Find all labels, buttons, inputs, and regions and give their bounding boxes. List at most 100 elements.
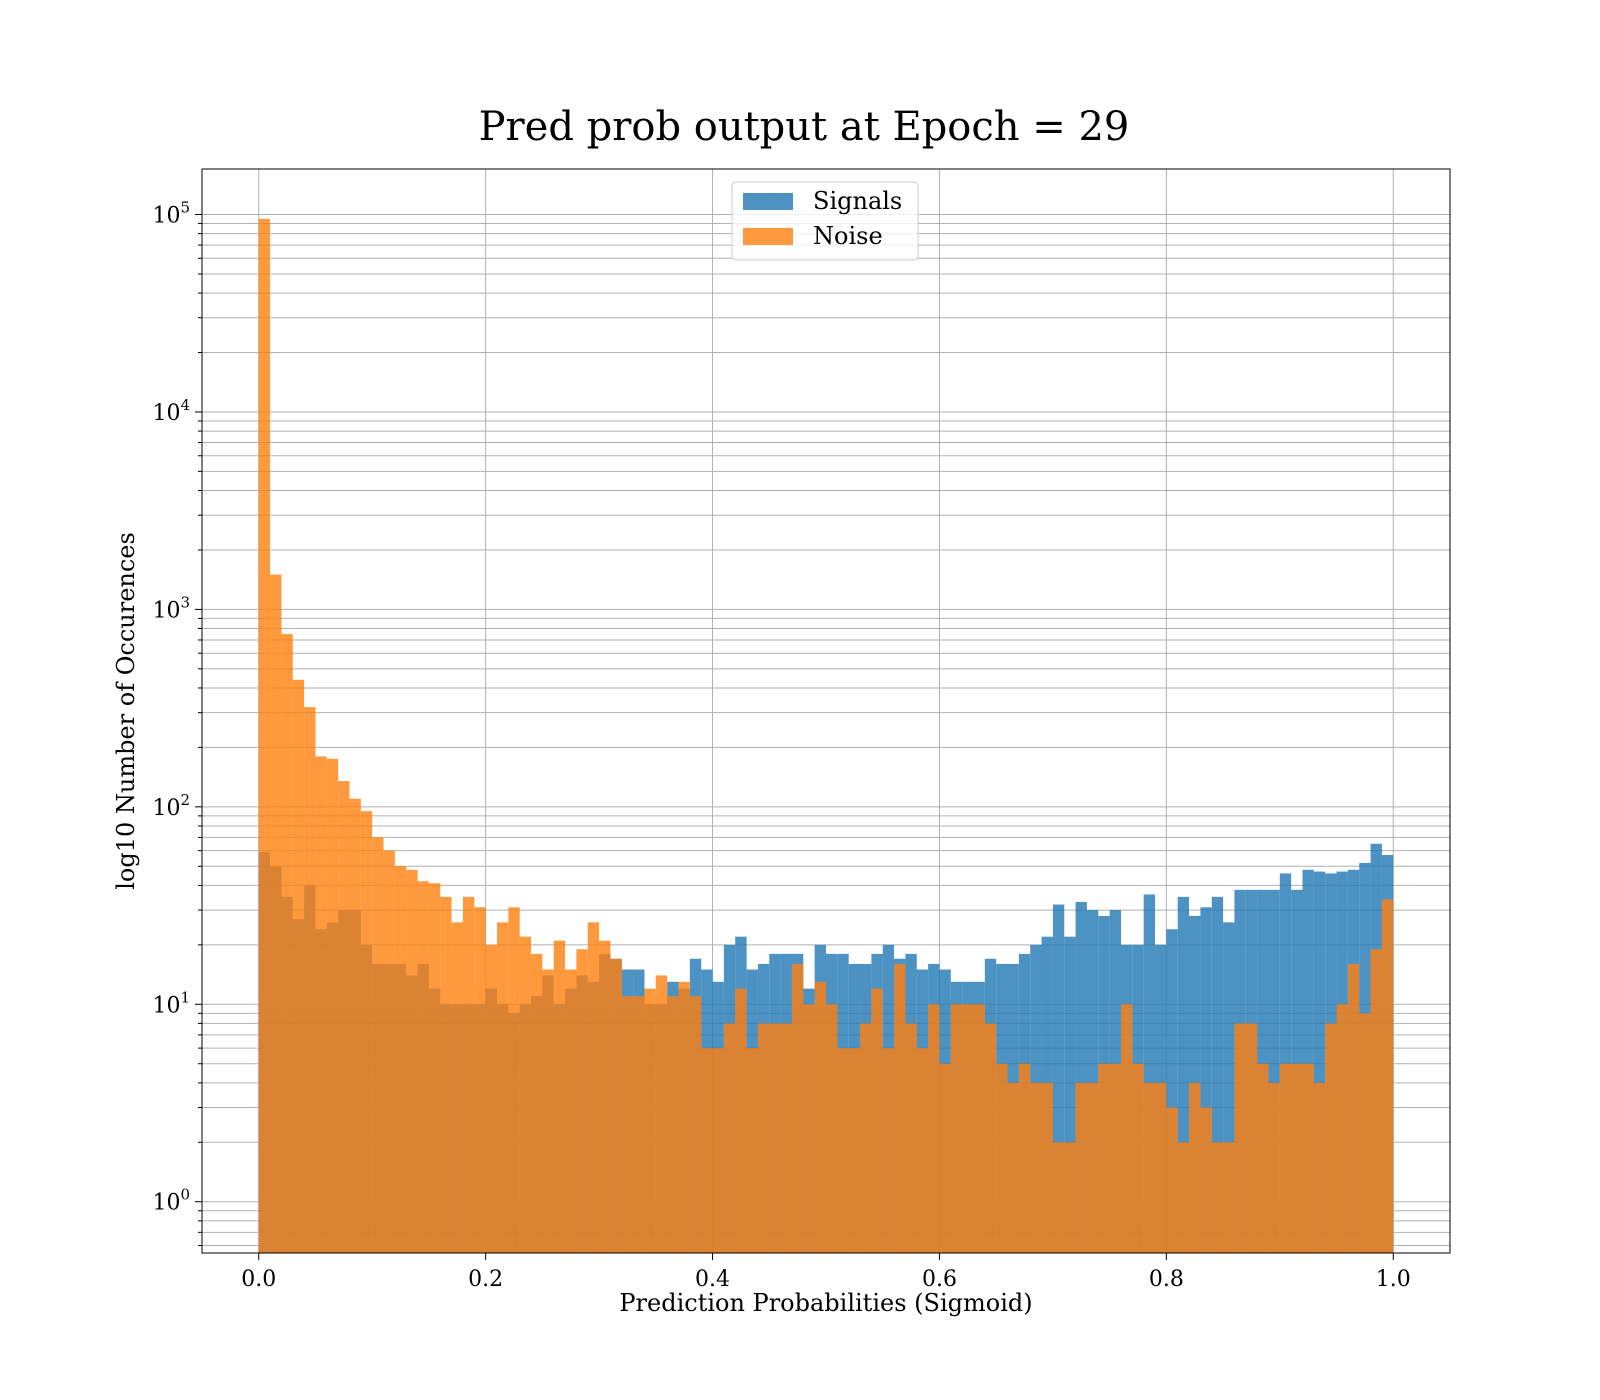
noise-bar: [780, 1023, 792, 1253]
noise-bar: [1245, 1023, 1258, 1253]
noise-bar: [1052, 1142, 1065, 1253]
noise-bar: [599, 940, 611, 1253]
signals-bar: [1064, 936, 1076, 1253]
signals-bar: [1313, 871, 1326, 1253]
noise-bar: [508, 907, 520, 1253]
x-tick-label: 1.0: [1376, 1267, 1411, 1292]
noise-bar: [1359, 1013, 1371, 1253]
noise-bar: [1132, 1063, 1144, 1253]
noise-bar: [326, 758, 339, 1253]
noise-bar: [1109, 1063, 1121, 1253]
signals-bar: [1052, 904, 1065, 1253]
noise-bar: [689, 996, 702, 1253]
signals-bar: [1223, 922, 1235, 1253]
chart-title: Pred prob output at Epoch = 29: [479, 104, 1130, 150]
noise-bar: [791, 963, 804, 1253]
noise-bar: [1313, 1082, 1326, 1253]
noise-bar: [1064, 1142, 1076, 1253]
noise-bar: [417, 881, 429, 1253]
noise-bar: [905, 1023, 917, 1253]
noise-bar: [496, 922, 509, 1253]
y-tick-label: 104: [152, 396, 190, 426]
noise-bar: [1370, 949, 1382, 1253]
noise-bar: [338, 781, 350, 1253]
noise-bar: [451, 922, 463, 1253]
noise-bar: [746, 1048, 758, 1253]
noise-bar: [928, 1004, 940, 1253]
noise-bar: [440, 896, 452, 1253]
noise-bar: [1302, 1063, 1314, 1253]
noise-bar: [1177, 1142, 1190, 1253]
noise-bar: [1223, 1142, 1235, 1253]
y-tick-label: 102: [152, 791, 190, 821]
noise-bar: [962, 1004, 974, 1253]
noise-bar: [1166, 1107, 1178, 1253]
noise-bar: [701, 1048, 713, 1253]
noise-bar: [1211, 1142, 1224, 1253]
noise-bar: [474, 907, 486, 1253]
x-tick-label: 0.4: [695, 1267, 730, 1292]
noise-bar: [621, 996, 634, 1253]
signals-bar: [1268, 889, 1280, 1253]
noise-bar: [1086, 1082, 1099, 1253]
noise-bar: [587, 922, 600, 1253]
noise-bar: [304, 707, 316, 1253]
noise-bar: [372, 837, 384, 1253]
noise-bar: [292, 679, 305, 1253]
noise-bar: [1268, 1082, 1280, 1253]
noise-bar: [1075, 1082, 1087, 1253]
noise-bar: [814, 981, 826, 1253]
noise-bar: [939, 1063, 951, 1253]
noise-bar: [1098, 1063, 1110, 1253]
noise-bar: [1257, 1063, 1269, 1253]
noise-bar: [803, 1004, 815, 1253]
noise-bar: [428, 883, 441, 1253]
noise-bar: [973, 1004, 985, 1253]
noise-bar: [826, 1004, 838, 1253]
noise-bar: [1381, 899, 1394, 1253]
noise-bar: [315, 756, 327, 1253]
signals-bar: [1086, 910, 1099, 1253]
legend-swatch-noise: [743, 228, 793, 245]
noise-bar: [1291, 1063, 1303, 1253]
signals-bar: [1075, 901, 1087, 1253]
noise-bar: [1325, 1023, 1337, 1253]
noise-bar: [1041, 1082, 1053, 1253]
noise-bar: [1347, 963, 1360, 1253]
noise-bar: [712, 1048, 724, 1253]
noise-bar: [882, 1048, 895, 1253]
x-tick-label: 0.8: [1149, 1267, 1184, 1292]
legend-swatch-signals: [743, 193, 793, 210]
noise-bar: [871, 988, 883, 1253]
noise-bar: [610, 958, 622, 1253]
signals-bar: [1200, 907, 1212, 1253]
signals-bar: [1177, 896, 1190, 1253]
legend-label-noise: Noise: [813, 222, 883, 250]
noise-bar: [894, 963, 906, 1253]
noise-bar: [1279, 1063, 1292, 1253]
noise-bar: [349, 798, 361, 1253]
noise-bar: [769, 1023, 781, 1253]
noise-bar: [678, 981, 690, 1253]
noise-bar: [360, 811, 373, 1253]
legend-label-signals: Signals: [813, 187, 902, 215]
noise-bar: [655, 975, 668, 1253]
noise-bar: [553, 940, 566, 1253]
x-tick-label: 0.0: [241, 1267, 276, 1292]
noise-bar: [383, 850, 395, 1253]
noise-bar: [723, 1023, 736, 1253]
noise-bar: [735, 988, 747, 1253]
noise-bar: [406, 869, 418, 1253]
plot-area-frame: [201, 168, 1451, 1254]
noise-bar: [950, 1004, 963, 1253]
y-axis-label: log10 Number of Occurences: [112, 532, 140, 890]
noise-bar: [837, 1048, 849, 1253]
noise-bar: [644, 988, 656, 1253]
noise-bar: [633, 996, 645, 1253]
y-tick-label: 103: [152, 593, 190, 623]
noise-bar: [1155, 1082, 1167, 1253]
x-tick-label: 0.2: [468, 1267, 503, 1292]
noise-bar: [519, 936, 532, 1253]
noise-bar: [1007, 1082, 1019, 1253]
